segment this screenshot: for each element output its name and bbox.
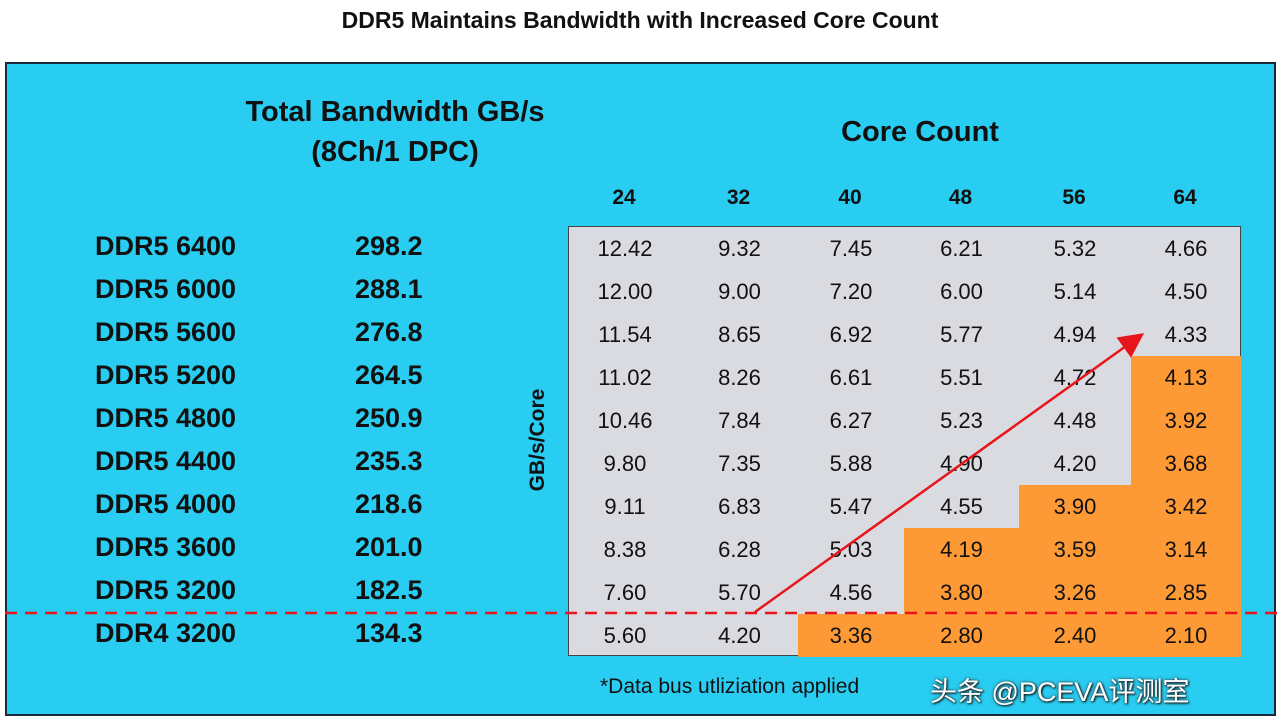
table-cell: 12.00	[597, 279, 653, 304]
column-header: 48	[948, 186, 973, 209]
table-cell-highlighted: 2.40	[1019, 614, 1131, 657]
memory-type-label: DDR5 4800	[95, 403, 237, 433]
table-cell: 8.26	[718, 365, 761, 390]
total-bandwidth-value: 264.5	[355, 360, 423, 390]
memory-type-label: DDR4 3200	[95, 618, 237, 648]
total-bandwidth-value: 134.3	[355, 618, 423, 648]
table-cell: 6.00	[940, 279, 983, 304]
table-cell-highlighted: 3.59	[1019, 528, 1131, 571]
table-cell: 11.02	[598, 365, 652, 390]
total-bandwidth-value: 235.3	[355, 446, 423, 476]
table-cell: 12.42	[597, 236, 653, 261]
table-cell: 11.54	[598, 322, 652, 347]
table-cell: 5.88	[829, 451, 873, 476]
table-cell: 5.47	[829, 494, 873, 519]
memory-type-label: DDR5 4400	[95, 446, 237, 476]
table-cell: 7.35	[718, 451, 761, 476]
table-cell: 4.20	[1053, 451, 1097, 476]
table-cell: 8.65	[718, 322, 761, 347]
table-cell: 4.94	[1053, 322, 1097, 347]
column-header: 64	[1173, 186, 1197, 209]
core-count-header: Core Count	[841, 116, 999, 148]
slide-title: DDR5 Maintains Bandwidth with Increased …	[341, 7, 939, 33]
table-cell: 7.60	[603, 580, 647, 605]
trend-arrow	[754, 333, 1145, 614]
table-cell: 7.84	[718, 408, 761, 433]
table-cell-highlighted: 3.14	[1131, 528, 1241, 571]
table-cell: 9.11	[604, 494, 646, 519]
table-cell: 8.38	[603, 537, 647, 562]
memory-type-label: DDR5 5600	[95, 317, 237, 347]
per-core-bandwidth-table: 12.42 9.32 7.45 6.21 5.32 4.66 12.00 9.00 7.20 6.…	[568, 226, 1241, 657]
table-cell: 5.70	[718, 580, 761, 605]
table-cell: 4.56	[829, 580, 873, 605]
table-cell: 4.66	[1164, 236, 1208, 261]
total-bandwidth-value: 250.9	[355, 403, 423, 433]
table-cell: 5.14	[1053, 279, 1097, 304]
table-cell: 4.55	[940, 494, 983, 519]
table-cell: 4.33	[1164, 322, 1208, 347]
memory-type-label: DDR5 3200	[95, 575, 237, 605]
memory-type-label: DDR5 6000	[95, 274, 237, 304]
table-cell: 9.00	[718, 279, 761, 304]
table-cell: 6.83	[718, 494, 761, 519]
table-cell: 7.20	[829, 279, 873, 304]
table-cell: 4.50	[1164, 279, 1208, 304]
table-cell-highlighted: 3.36	[798, 614, 904, 657]
memory-type-label: DDR5 3600	[95, 532, 237, 562]
table-cell-highlighted: 3.92	[1131, 399, 1241, 442]
memory-type-label: DDR5 5200	[95, 360, 237, 390]
table-cell-highlighted: 3.26	[1019, 571, 1131, 614]
table-cell-highlighted: 3.80	[904, 571, 1019, 614]
total-bandwidth-value: 288.1	[355, 274, 423, 304]
table-cell: 5.77	[940, 322, 983, 347]
table-cell-highlighted: 3.68	[1131, 442, 1241, 485]
bandwidth-header-line1: Total Bandwidth GB/s	[245, 96, 545, 128]
total-bandwidth-value: 201.0	[355, 532, 423, 562]
watermark: 头条 @PCEVA评测室	[930, 677, 1190, 707]
total-bandwidth-value: 182.5	[355, 575, 423, 605]
table-cell: 6.28	[718, 537, 761, 562]
total-bandwidth-value: 276.8	[355, 317, 423, 347]
table-cell: 5.03	[829, 537, 873, 562]
memory-type-label: DDR5 4000	[95, 489, 237, 519]
table-cell: 4.20	[718, 623, 761, 648]
table-cell-highlighted: 4.13	[1131, 356, 1241, 399]
table-cell: 6.27	[829, 408, 873, 433]
column-header: 40	[838, 186, 862, 209]
table-cell: 9.32	[718, 236, 761, 261]
table-cell-highlighted: 4.19	[904, 528, 1019, 571]
total-bandwidth-value: 298.2	[355, 231, 423, 261]
table-cell-highlighted: 3.90	[1019, 485, 1131, 528]
table-cell: 6.21	[940, 236, 983, 261]
table-cell: 5.60	[603, 623, 647, 648]
table-cell: 10.46	[597, 408, 653, 433]
table-cell-highlighted: 2.85	[1131, 571, 1241, 614]
table-cell-highlighted: 2.10	[1131, 614, 1241, 657]
table-cell-highlighted: 2.80	[904, 614, 1019, 657]
table-cell: 4.48	[1053, 408, 1097, 433]
table-cell: 9.80	[603, 451, 647, 476]
footnote: *Data bus utliziation applied	[600, 675, 860, 698]
total-bandwidth-value: 218.6	[355, 489, 423, 519]
column-header: 56	[1062, 186, 1086, 209]
table-cell: 6.92	[829, 322, 873, 347]
table-cell: 5.32	[1053, 236, 1097, 261]
memory-type-label: DDR5 6400	[95, 231, 237, 261]
table-cell: 6.61	[829, 365, 873, 390]
table-cell: 5.23	[940, 408, 983, 433]
table-cell: 4.72	[1053, 365, 1097, 390]
bandwidth-header-line2: (8Ch/1 DPC)	[311, 136, 479, 168]
table-cell: 5.51	[940, 365, 983, 390]
column-header: 24	[612, 186, 636, 209]
table-cell-highlighted: 3.42	[1131, 485, 1241, 528]
table-cell: 7.45	[829, 236, 873, 261]
column-header: 32	[726, 186, 751, 209]
